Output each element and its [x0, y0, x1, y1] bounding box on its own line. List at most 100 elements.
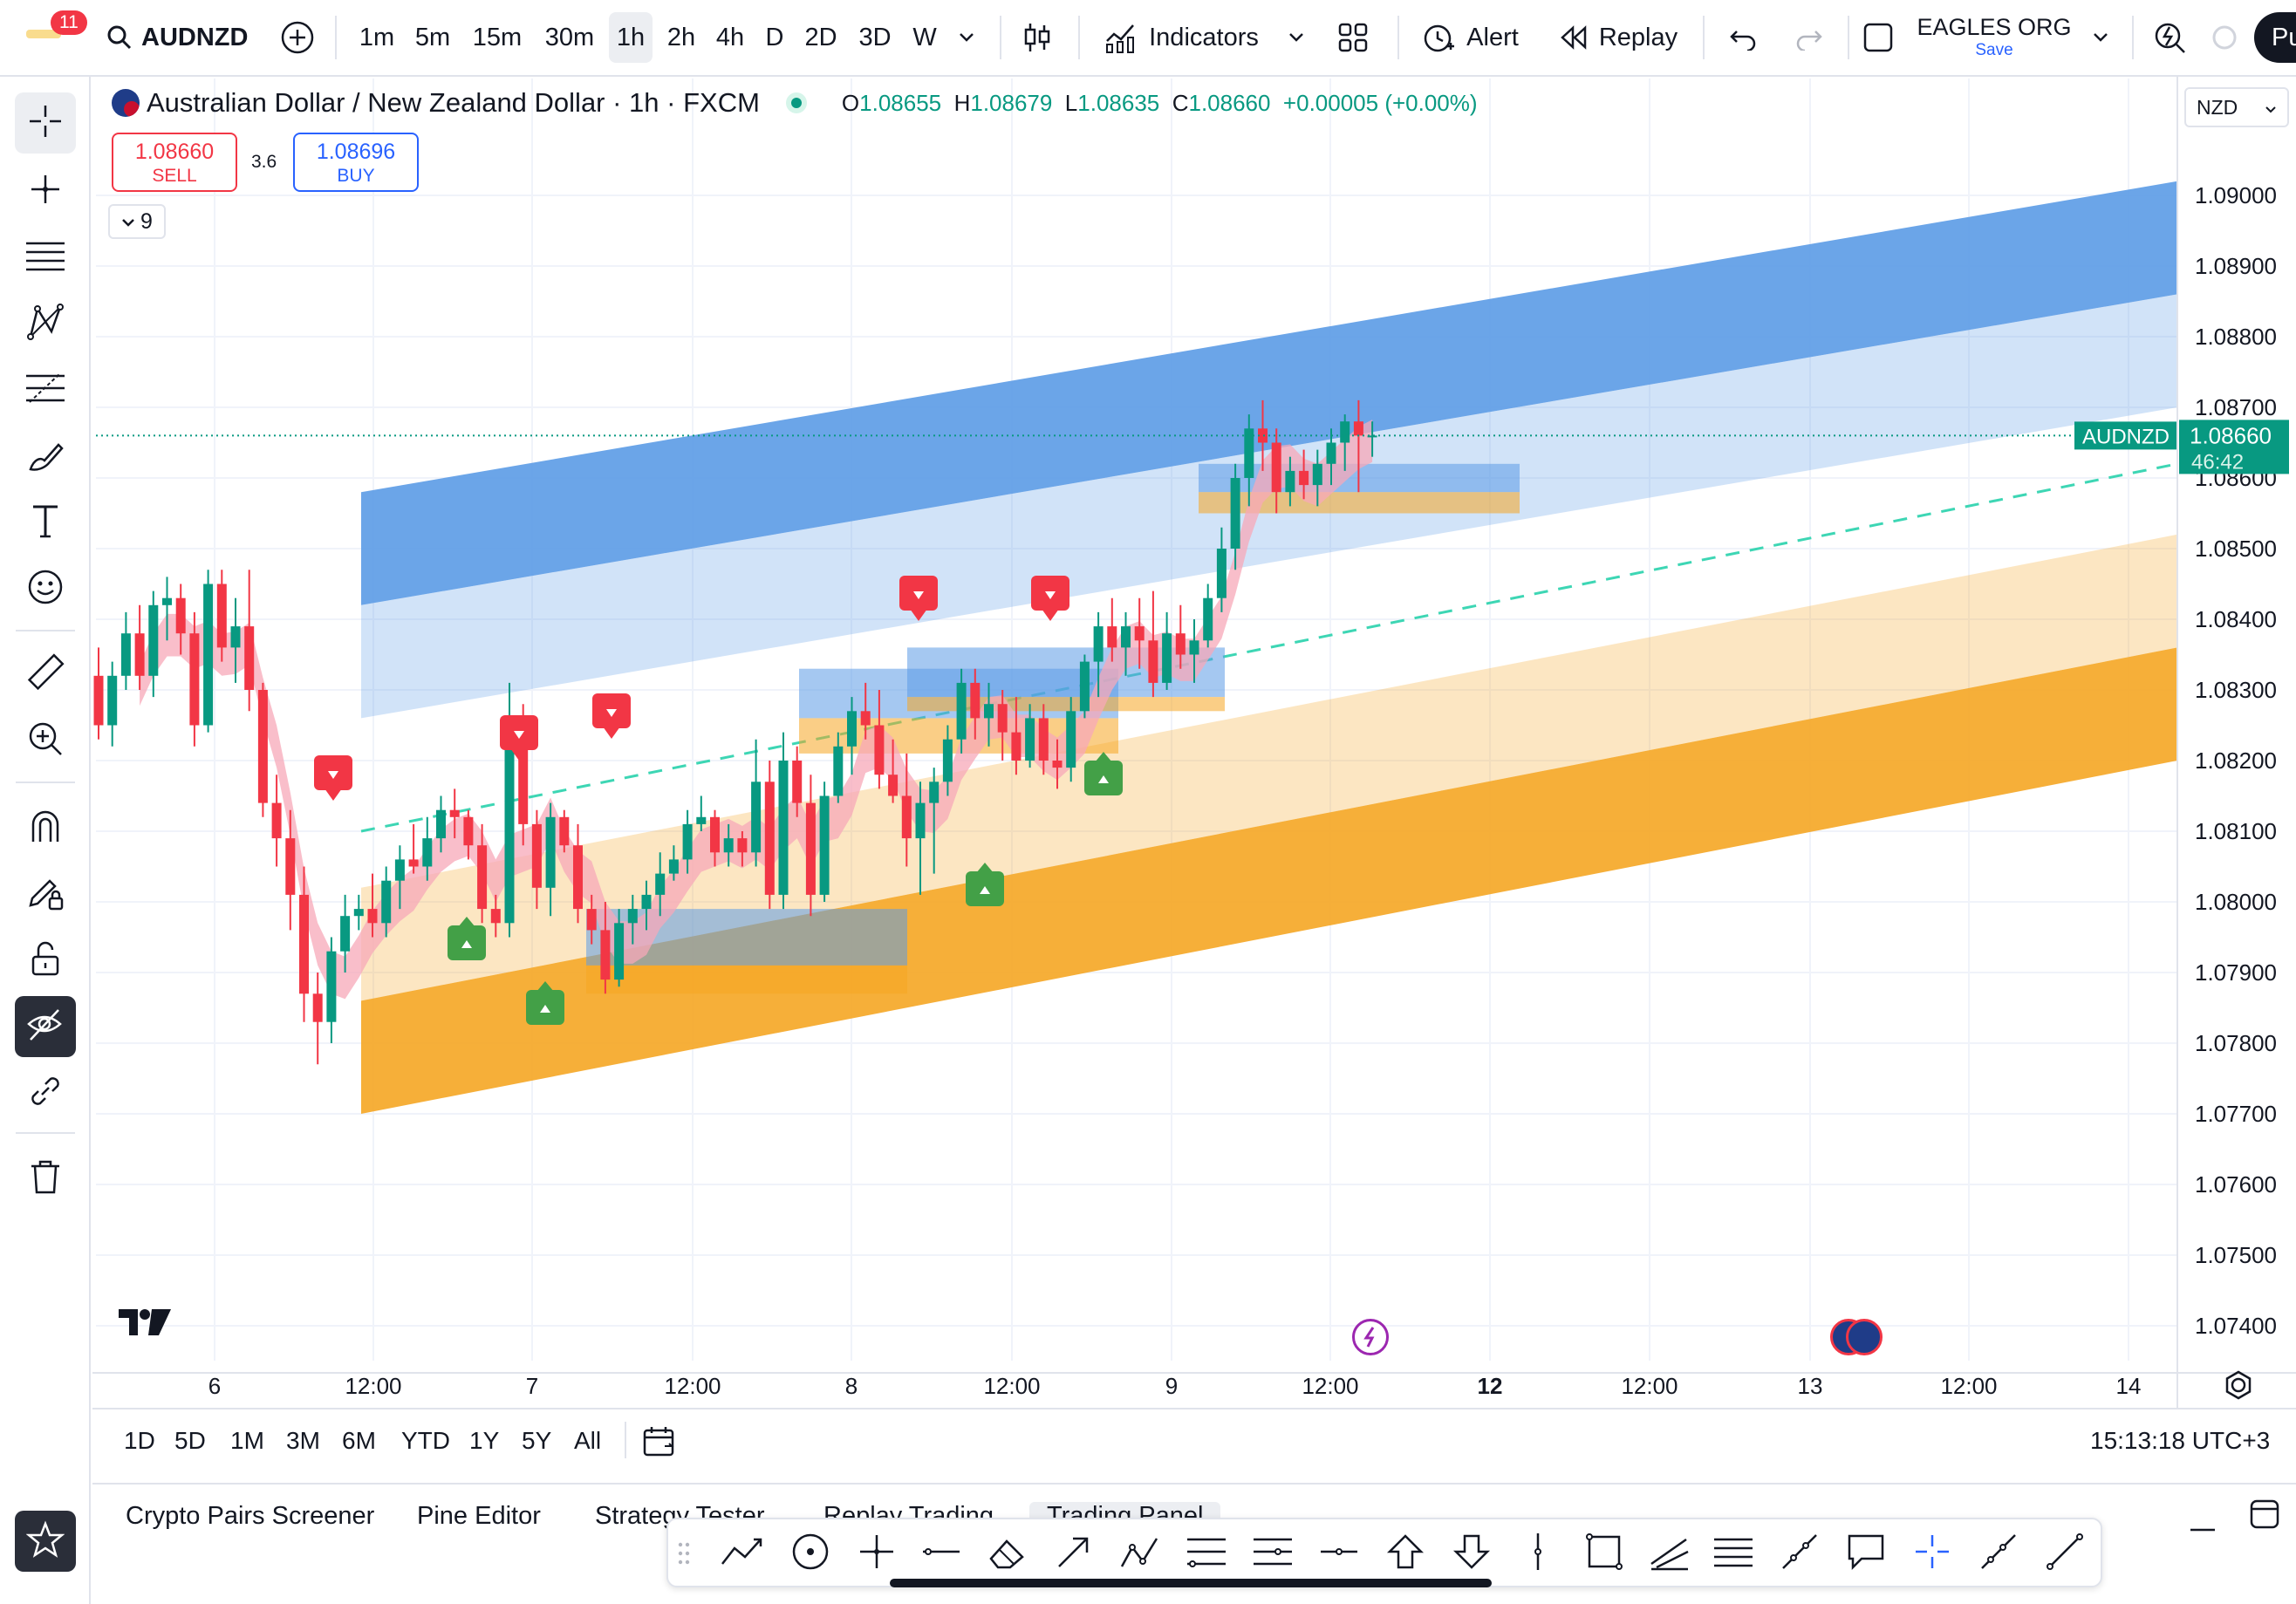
floating-drawing-toolbar[interactable] — [666, 1518, 2102, 1587]
layout-dropdown[interactable] — [2085, 12, 2116, 63]
interval-5m[interactable]: 5m — [414, 23, 451, 51]
range-1d[interactable]: 1D — [124, 1427, 155, 1454]
interval-4h[interactable]: 4h — [715, 23, 745, 51]
text-tool[interactable] — [15, 492, 76, 553]
horizontal-lines-tool[interactable] — [15, 227, 76, 288]
undo-button[interactable] — [1720, 12, 1766, 63]
range-1y[interactable]: 1Y — [469, 1427, 500, 1454]
economic-event-flags-icon[interactable] — [1830, 1319, 1884, 1357]
quick-search-button[interactable] — [2148, 12, 2191, 63]
zoom-tool[interactable] — [15, 710, 76, 771]
remove-drawings-tool[interactable] — [15, 1148, 76, 1209]
arrow-up-tool[interactable] — [1384, 1532, 1427, 1575]
extended-line-tool[interactable] — [1778, 1532, 1821, 1575]
rectangle-tool[interactable] — [1582, 1532, 1626, 1575]
hide-drawings-tool[interactable] — [15, 996, 76, 1057]
link-tool[interactable] — [15, 1062, 76, 1123]
brush-tool[interactable] — [15, 426, 76, 487]
chart-type-button[interactable] — [1017, 12, 1057, 63]
settings-button[interactable] — [2207, 12, 2242, 63]
emoji-tool[interactable] — [15, 558, 76, 619]
magnet-tool[interactable] — [15, 797, 76, 858]
horizontal-ray-tool[interactable] — [919, 1532, 963, 1575]
currency-select[interactable]: NZD — [2184, 87, 2289, 127]
lock-drawing-tool[interactable] — [15, 863, 76, 925]
parallel-channel-tool[interactable] — [1251, 1532, 1295, 1575]
range-3m[interactable]: 3M — [286, 1427, 320, 1454]
trend-line-tool[interactable] — [15, 160, 76, 222]
minimize-panel-button[interactable] — [2188, 1518, 2217, 1535]
crosshair-tool[interactable] — [15, 92, 76, 154]
crosshair-tool-2[interactable] — [1910, 1532, 1954, 1575]
favorites-tool[interactable] — [15, 1511, 76, 1572]
circle-tool[interactable] — [789, 1532, 832, 1575]
event-lightning-icon[interactable] — [1352, 1319, 1389, 1355]
trend-angle-tool[interactable] — [721, 1532, 764, 1575]
pattern-tool[interactable] — [15, 293, 76, 354]
tradingview-menu-button[interactable]: 11 — [19, 10, 89, 45]
buy-button[interactable]: 1.08696 BUY — [293, 133, 419, 192]
price-range-tool[interactable] — [1317, 1532, 1361, 1575]
interval-30m[interactable]: 30m — [544, 23, 595, 51]
candle-bear — [490, 909, 501, 924]
layout-toggle-button[interactable] — [1856, 12, 1900, 63]
interval-w[interactable]: W — [912, 23, 937, 51]
symbol-title[interactable]: Australian Dollar / New Zealand Dollar ·… — [147, 87, 760, 118]
arrow-down-tool[interactable] — [1450, 1532, 1493, 1575]
pitchfork-tool[interactable] — [1647, 1532, 1691, 1575]
measure-tool[interactable] — [15, 644, 76, 705]
trend-line-tool-2[interactable] — [2043, 1532, 2087, 1575]
chart-pane[interactable]: 1.09000 1.08900 1.08800 1.08700 1.08600 1.085… — [92, 77, 2296, 1408]
indicators-collapse-button[interactable]: 9 — [108, 204, 166, 239]
alert-button[interactable]: Alert — [1415, 12, 1525, 63]
range-ytd[interactable]: YTD — [401, 1427, 450, 1454]
redo-button[interactable] — [1787, 12, 1832, 63]
cross-line-tool[interactable] — [855, 1532, 899, 1575]
axis-settings-button[interactable] — [2223, 1369, 2254, 1401]
replay-button[interactable]: Replay — [1555, 12, 1682, 63]
range-all[interactable]: All — [574, 1427, 602, 1454]
abcd-pattern-tool[interactable] — [1118, 1532, 1162, 1575]
tab-crypto-pairs-screener[interactable]: Crypto Pairs Screener — [126, 1502, 375, 1530]
interval-2h[interactable]: 2h — [666, 23, 696, 51]
templates-button[interactable] — [1331, 12, 1375, 63]
callout-tool[interactable] — [1844, 1532, 1888, 1575]
candle-bull — [120, 633, 131, 676]
interval-15m[interactable]: 15m — [472, 23, 523, 51]
range-6m[interactable]: 6M — [342, 1427, 376, 1454]
symbol-search[interactable]: AUDNZD — [106, 12, 255, 63]
interval-dropdown[interactable] — [949, 12, 984, 63]
candle-bull — [929, 782, 940, 803]
interval-2d[interactable]: 2D — [804, 23, 837, 51]
interval-1h[interactable]: 1h — [609, 12, 653, 63]
compare-symbol-button[interactable] — [277, 12, 318, 63]
range-5d[interactable]: 5D — [174, 1427, 206, 1454]
forecast-tool[interactable] — [15, 359, 76, 420]
indicators-dropdown[interactable] — [1281, 12, 1312, 63]
price-chart[interactable]: 1.090001.089001.088001.087001.086001.085… — [92, 77, 2296, 1408]
range-5y[interactable]: 5Y — [522, 1427, 552, 1454]
indicators-button[interactable]: Indicators — [1097, 12, 1265, 63]
tab-pine-editor[interactable]: Pine Editor — [417, 1502, 541, 1530]
fib-retracement-tool[interactable] — [1185, 1532, 1228, 1575]
go-to-date-button[interactable] — [642, 1425, 677, 1463]
publish-button[interactable]: Pu — [2254, 12, 2296, 63]
interval-d[interactable]: D — [765, 23, 784, 51]
clock[interactable]: 15:13:18 UTC+3 — [2090, 1427, 2271, 1454]
price-axis-label: 1.08700 — [2195, 394, 2277, 420]
abcd-icon — [1118, 1532, 1162, 1576]
horizontal-lines-tool-2[interactable] — [1712, 1532, 1755, 1575]
range-1m[interactable]: 1M — [230, 1427, 264, 1454]
interval-1m[interactable]: 1m — [359, 23, 395, 51]
interval-3d[interactable]: 3D — [858, 23, 892, 51]
ray-tool[interactable] — [1977, 1532, 2020, 1575]
arrow-tool[interactable] — [1052, 1532, 1096, 1575]
extended-line-icon — [1780, 1532, 1820, 1576]
lock-all-tool[interactable] — [15, 930, 76, 991]
vertical-line-tool[interactable] — [1516, 1532, 1560, 1575]
eraser-tool[interactable] — [986, 1532, 1029, 1575]
layout-name-button[interactable]: EAGLES ORG Save — [1916, 12, 2073, 65]
maximize-panel-button[interactable] — [2249, 1498, 2280, 1530]
sell-button[interactable]: 1.08660 SELL — [112, 133, 237, 192]
drag-handle-icon[interactable] — [677, 1540, 691, 1566]
